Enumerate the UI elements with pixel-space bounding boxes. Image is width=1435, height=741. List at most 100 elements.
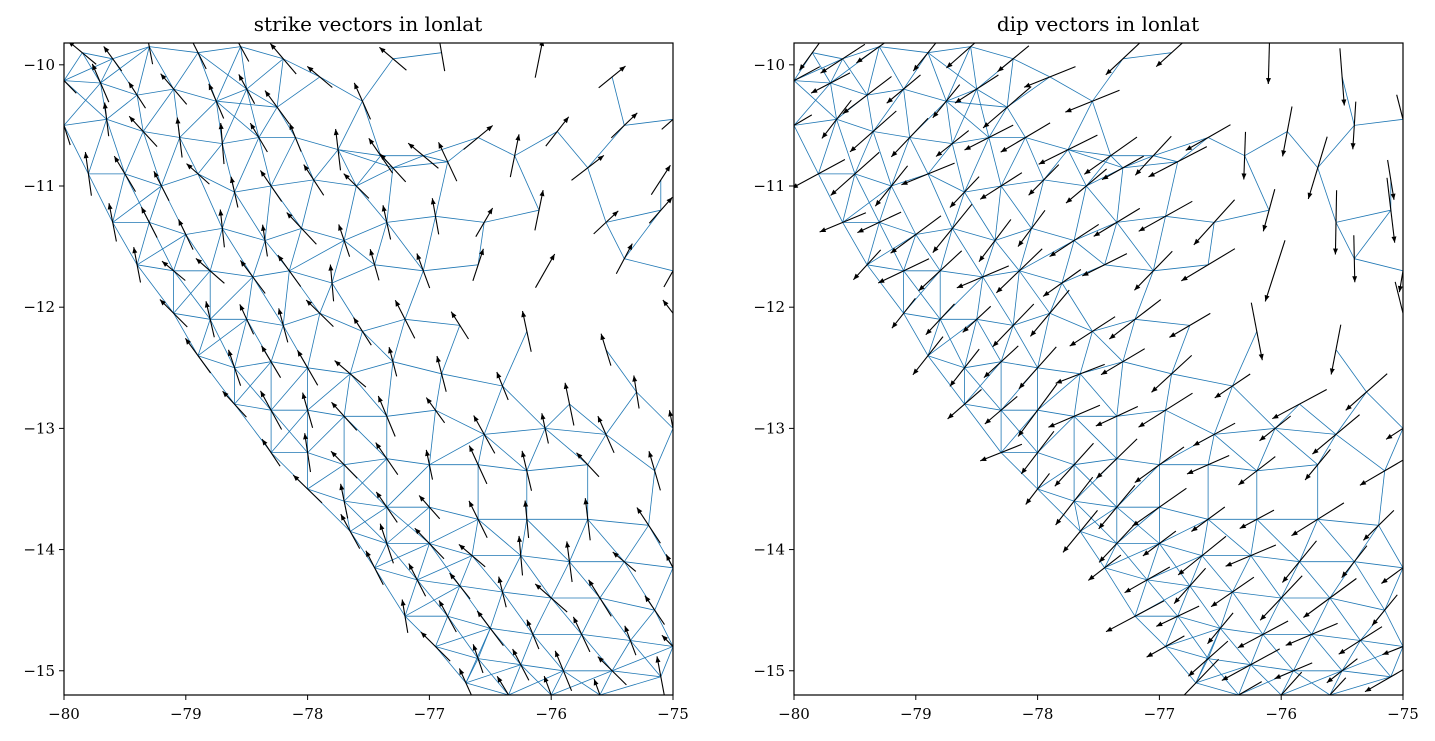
mesh-edge [964,361,1002,405]
mesh-edge [1335,349,1367,393]
vector-shaft [439,43,446,72]
mesh-edge [374,264,424,272]
mesh-edge [964,361,1002,369]
mesh-edge [605,349,637,393]
vector-head [665,165,671,172]
mesh-edge [964,137,990,193]
mesh-edge [660,646,673,677]
vector-head [1314,706,1320,712]
mesh-edge [599,561,625,599]
vector-head [497,576,503,584]
vector-shaft [1169,312,1211,338]
mesh-edge [106,94,138,120]
vector-head [331,451,337,458]
vector-shaft [220,122,225,165]
y-tick-label: −13 [753,419,785,437]
mesh-edge [1074,500,1117,508]
mesh-edge [222,137,259,144]
vector-head [1303,612,1310,618]
vector-head [597,155,604,161]
mesh-edge [1189,585,1221,629]
vector-head [338,224,343,231]
mesh-edge [64,82,101,126]
mesh-edge [222,228,266,241]
mesh-edge [435,616,449,647]
mesh-edge [478,658,521,666]
mesh-edge [873,131,910,138]
mesh-edge [258,137,272,187]
vector-shaft [133,246,142,283]
mesh-edge [878,46,904,90]
mesh-edge [270,137,296,187]
mesh-edge [392,155,424,169]
vector-head [230,176,235,184]
mesh-edge [490,627,533,635]
vector-head [218,123,224,130]
vector-shaft [636,507,661,544]
mesh-edge [1384,428,1403,471]
vector-head [983,371,990,378]
vector-head [875,199,881,207]
mesh-edge [1317,125,1355,169]
mesh-edge [1280,597,1313,635]
mesh-edge [1286,131,1319,169]
mesh-edge [970,46,1014,60]
mesh-edge [1354,118,1403,126]
mesh-edge [1207,518,1252,556]
x-tick-label: −80 [778,705,810,723]
mesh-edge [197,143,223,175]
vector-head [949,380,956,387]
vector-head [573,616,579,624]
vector-head [1191,526,1198,532]
mesh-edge [1019,240,1075,272]
vector-head [543,676,549,683]
mesh-edge [1165,373,1172,411]
mesh-edge [343,240,375,266]
vector-shaft [1386,177,1396,243]
vector-head [1018,430,1024,437]
mesh-edge [1073,464,1118,508]
vector-head [1390,193,1396,200]
vector-head [334,360,341,367]
vector-shaft [564,382,575,426]
mesh-edge [283,58,320,78]
mesh-edge [362,101,382,156]
vector-head [992,340,999,347]
mesh-edge [946,88,977,102]
mesh-edge [1037,488,1075,502]
x-tick-label: −77 [1144,705,1176,723]
vector-head [408,563,414,570]
mesh-edge [1037,488,1081,532]
mesh-edge [830,58,844,84]
vector-head [1216,703,1222,708]
mesh-edge [64,52,83,81]
vector-shaft [1303,578,1357,618]
vector-head [913,64,919,71]
mesh-edge [903,52,929,90]
vector-head [850,146,857,152]
mesh-edge [1001,179,1044,187]
mesh-edge [1153,155,1178,163]
vector-head [175,117,181,124]
mesh-edge [246,89,260,138]
mesh-edge [1104,264,1154,272]
mesh-edge [940,270,983,278]
vector-head [1106,626,1113,632]
vector-head [535,583,542,590]
mesh-edge [514,131,558,157]
dip-panel: dip vectors in lonlat −80 −79 −78 −77 −76 −75… [753,12,1418,723]
vector-shaft [1124,566,1171,594]
mesh-edge [197,355,235,369]
mesh-edge [441,325,461,374]
vector-head [563,382,569,390]
vector-head [293,475,300,481]
vector-head [1038,159,1046,165]
vector-shaft [1345,373,1388,411]
vector-shaft [1326,658,1358,684]
vector-head [1207,637,1214,644]
vector-head [799,64,805,71]
vector-shaft [414,527,445,560]
mesh-edge [1134,318,1190,326]
vector-head [886,97,893,104]
mesh-edge [484,209,540,223]
